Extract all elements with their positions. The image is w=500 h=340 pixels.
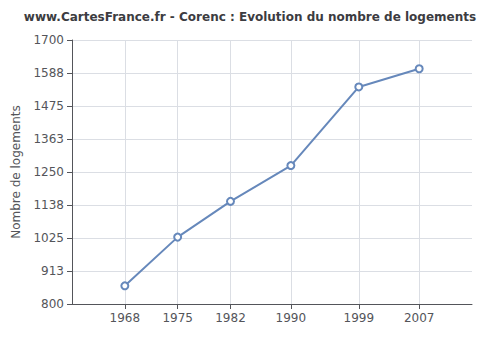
- svg-text:1138: 1138: [33, 198, 64, 212]
- svg-text:1363: 1363: [33, 132, 64, 146]
- svg-text:1025: 1025: [33, 231, 64, 245]
- svg-text:1990: 1990: [276, 311, 307, 325]
- svg-text:1982: 1982: [215, 311, 246, 325]
- svg-text:www.CartesFrance.fr - Corenc :: www.CartesFrance.fr - Corenc : Evolution…: [24, 10, 476, 24]
- svg-text:1700: 1700: [33, 33, 64, 47]
- svg-text:1588: 1588: [33, 66, 64, 80]
- svg-text:1975: 1975: [162, 311, 193, 325]
- svg-text:1999: 1999: [344, 311, 375, 325]
- svg-text:Nombre de logements: Nombre de logements: [9, 105, 23, 239]
- svg-text:913: 913: [41, 264, 64, 278]
- svg-text:800: 800: [41, 297, 64, 311]
- svg-text:1968: 1968: [110, 311, 141, 325]
- svg-text:1250: 1250: [33, 165, 64, 179]
- svg-text:2007: 2007: [404, 311, 435, 325]
- svg-text:1475: 1475: [33, 99, 64, 113]
